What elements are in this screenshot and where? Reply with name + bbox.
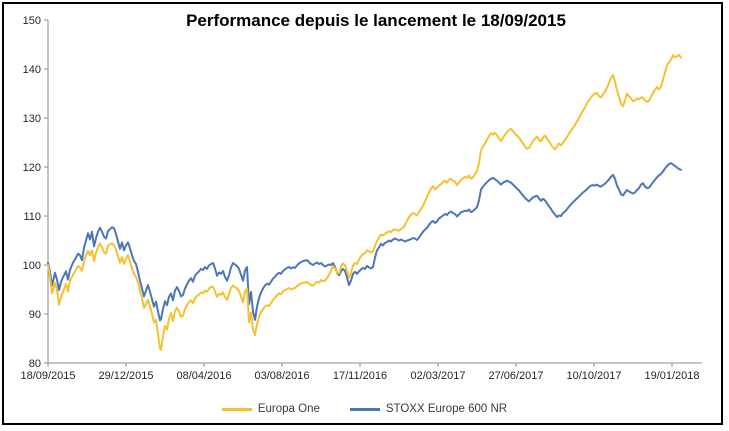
y-tick-label: 110 xyxy=(23,211,41,223)
x-tick-label: 08/04/2016 xyxy=(176,370,231,382)
x-tick-label: 27/06/2017 xyxy=(488,370,543,382)
chart-legend: Europa One STOXX Europe 600 NR xyxy=(0,400,729,418)
x-tick-label: 10/10/2017 xyxy=(566,370,621,382)
x-tick-label: 17/11/2016 xyxy=(333,370,387,382)
y-tick-label: 140 xyxy=(23,64,41,76)
series-line-europa-one xyxy=(47,53,682,351)
legend-label-stoxx: STOXX Europe 600 NR xyxy=(385,403,508,415)
legend-item-stoxx: STOXX Europe 600 NR xyxy=(349,403,508,415)
x-tick-label: 03/08/2016 xyxy=(254,370,309,382)
y-tick-label: 150 xyxy=(23,15,41,27)
y-tick-label: 130 xyxy=(23,113,41,125)
y-tick-label: 100 xyxy=(23,260,41,272)
legend-item-europa-one: Europa One xyxy=(221,403,320,415)
chart-title: Performance depuis le lancement le 18/09… xyxy=(186,11,566,30)
x-tick-label: 19/01/2018 xyxy=(644,370,699,382)
series-line-stoxx-europe-600-nr xyxy=(47,162,682,322)
y-tick-label: 80 xyxy=(29,358,41,370)
y-tick-label: 120 xyxy=(23,162,41,174)
y-tick-label: 90 xyxy=(29,309,41,321)
legend-line-swatch-stoxx xyxy=(349,407,380,411)
legend-label-europa-one: Europa One xyxy=(257,403,320,415)
x-tick-label: 29/12/2015 xyxy=(98,370,153,382)
x-tick-label: 02/03/2017 xyxy=(410,370,465,382)
x-tick-label: 18/09/2015 xyxy=(20,370,75,382)
legend-line-swatch-europa-one xyxy=(221,407,252,411)
